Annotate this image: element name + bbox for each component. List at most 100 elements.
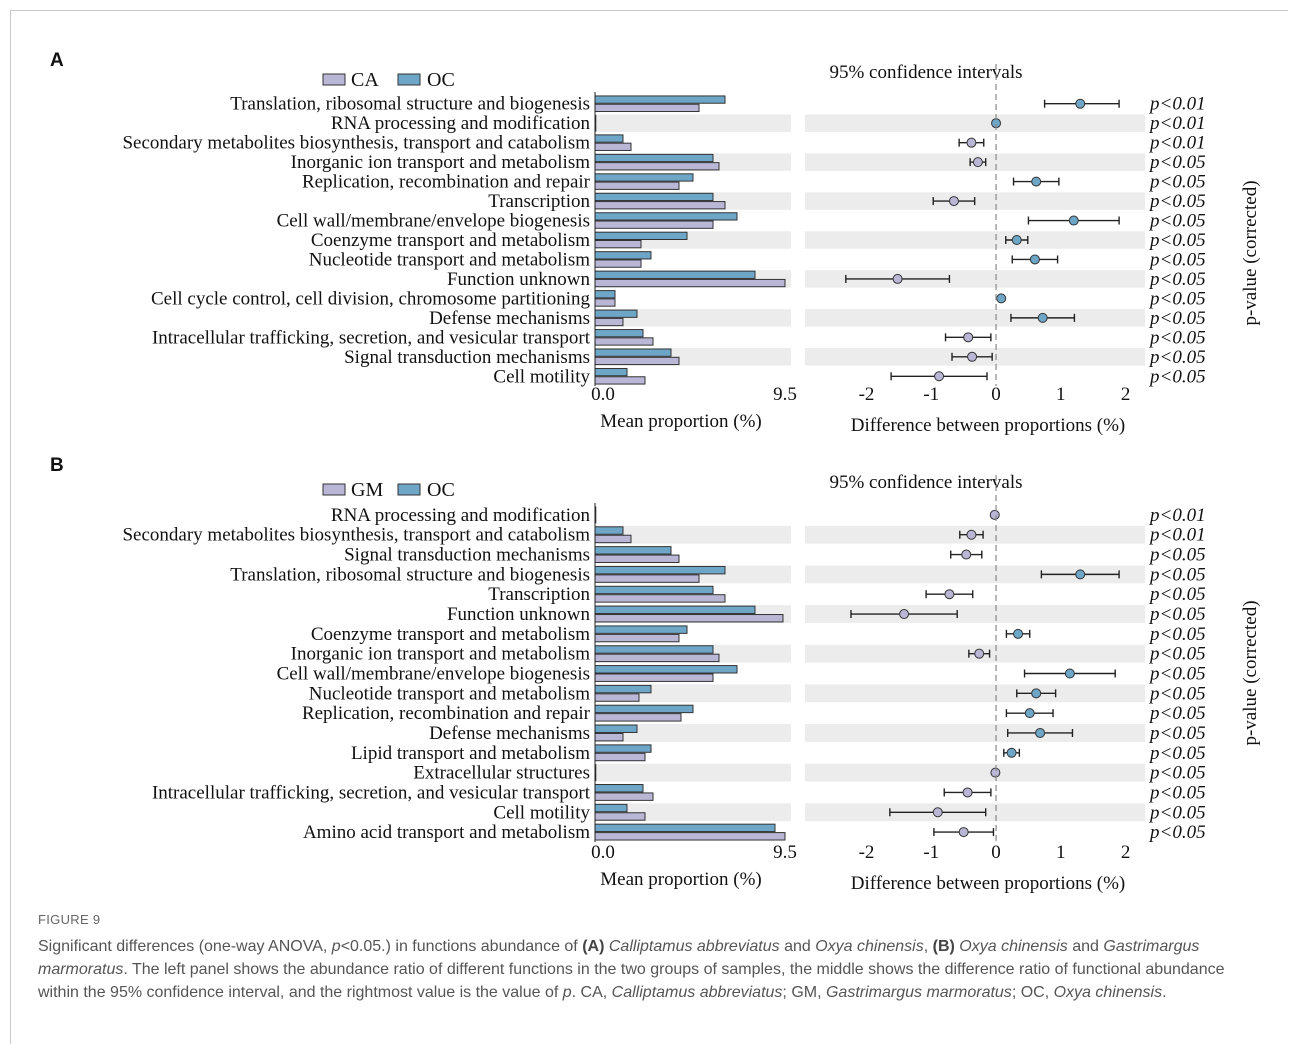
caption-part: <0.05.) in functions abundance of (340, 938, 583, 955)
right-tick-label: -1 (923, 842, 939, 863)
p-value-label: p<0.05 (1148, 191, 1206, 212)
bar-series-2 (594, 645, 714, 654)
caption-species: Oxya chinensis (959, 938, 1068, 955)
row-stripe-left (595, 309, 791, 327)
p-value-label: p<0.01 (1148, 505, 1206, 526)
bar-series-2 (594, 367, 628, 377)
bar-series-2 (594, 784, 644, 793)
difference-point (1075, 98, 1086, 109)
bar-series-2 (594, 724, 638, 733)
caption-part: . The left panel shows the abundance rat… (38, 961, 1225, 1001)
row-stripe-right (805, 763, 1145, 782)
legend-swatch-series-2 (397, 73, 421, 86)
legend-label: OC (427, 479, 455, 501)
legend-label: OC (427, 69, 455, 91)
bar-series-2 (594, 605, 756, 615)
bar-series-1 (594, 693, 640, 702)
p-value-label: p<0.05 (1148, 545, 1206, 566)
difference-point (932, 807, 943, 818)
difference-point (1031, 688, 1042, 699)
row-stripe-left (595, 114, 791, 132)
p-value-label: p<0.05 (1148, 743, 1206, 764)
p-value-label: p<0.05 (1148, 152, 1206, 173)
category-label: Secondary metabolites biosynthesis, tran… (122, 133, 590, 154)
category-label: Cell cycle control, cell division, chrom… (151, 288, 591, 309)
caption-part: and (779, 938, 816, 955)
bar-series-2 (594, 684, 652, 694)
p-value-label: p<0.05 (1148, 802, 1206, 823)
difference-point (990, 767, 1001, 778)
bar-series-1 (594, 103, 700, 113)
panel-label: A (50, 50, 64, 71)
bar-series-1 (594, 653, 720, 663)
p-value-label: p<0.05 (1148, 308, 1206, 329)
right-tick-label: 2 (1121, 384, 1131, 405)
difference-point (1006, 747, 1017, 758)
category-label: RNA processing and modification (331, 505, 591, 526)
right-tick-label: 2 (1121, 842, 1131, 863)
difference-point (966, 137, 977, 148)
left-axis-title: Mean proportion (%) (600, 411, 761, 432)
ci-title: 95% confidence intervals (829, 472, 1022, 493)
legend-swatch-series-1 (322, 483, 346, 496)
bar-series-2 (594, 565, 726, 575)
bar-series-2 (594, 704, 694, 714)
difference-point (966, 529, 977, 540)
bar-series-2 (594, 348, 672, 357)
bar-series-1 (594, 162, 720, 171)
category-label: Cell wall/membrane/envelope biogenesis (277, 664, 590, 685)
difference-point (974, 648, 985, 659)
caption-part: . CA, (571, 984, 612, 1001)
category-label: Defense mechanisms (429, 308, 590, 329)
row-stripe-right (805, 309, 1145, 327)
difference-point (1075, 569, 1086, 580)
caption-species: Gastrimargus marmoratus (38, 938, 1200, 978)
bar-series-1 (594, 614, 784, 623)
category-label: Signal transduction mechanisms (344, 545, 590, 566)
difference-point (1035, 727, 1046, 738)
figure-frame (10, 10, 1288, 1044)
p-value-label: p<0.05 (1148, 211, 1206, 232)
category-label: Translation, ribosomal structure and bio… (230, 94, 590, 115)
bar-series-1 (594, 812, 646, 821)
row-stripe-left (595, 724, 791, 742)
difference-point (1068, 215, 1079, 226)
category-label: Cell wall/membrane/envelope biogenesis (277, 211, 590, 232)
bar-series-2 (594, 212, 738, 221)
caption-part: ; OC, (1011, 984, 1054, 1001)
bar-series-2 (594, 309, 638, 318)
difference-point (963, 332, 974, 343)
bar-series-2 (594, 270, 756, 279)
caption-part: . (1162, 984, 1167, 1001)
p-value-axis-title: p-value (corrected) (1240, 600, 1261, 745)
left-tick-label: 9.5 (773, 384, 797, 405)
category-label: Amino acid transport and metabolism (303, 822, 590, 843)
difference-point (1029, 254, 1040, 265)
difference-point (961, 549, 972, 560)
p-value-label: p<0.05 (1148, 288, 1206, 309)
caption-species: Calliptamus abbreviatus (611, 984, 783, 1001)
bar-series-1 (594, 220, 714, 229)
p-value-label: p<0.05 (1148, 703, 1206, 724)
bar-series-2 (594, 585, 714, 595)
left-tick-label: 0.0 (591, 842, 615, 863)
difference-point (962, 787, 973, 798)
difference-point (948, 196, 959, 207)
row-stripe-right (805, 724, 1145, 742)
category-label: Nucleotide transport and metabolism (309, 683, 590, 704)
difference-point (1011, 235, 1022, 245)
difference-point (1037, 312, 1048, 323)
difference-point (1013, 628, 1024, 639)
caption-part: (B) (932, 938, 955, 955)
difference-point (1024, 708, 1035, 719)
p-value-label: p<0.05 (1148, 366, 1206, 387)
p-value-label: p<0.05 (1148, 822, 1206, 843)
caption-part: (A) (582, 938, 605, 955)
category-label: Cell motility (493, 802, 590, 823)
category-label: RNA processing and modification (331, 113, 591, 134)
difference-point (899, 609, 910, 620)
category-label: Lipid transport and metabolism (351, 743, 590, 764)
difference-point (1064, 668, 1075, 679)
difference-point (989, 509, 1000, 520)
caption-text: Significant differences (one-way ANOVA, … (38, 935, 1258, 1004)
